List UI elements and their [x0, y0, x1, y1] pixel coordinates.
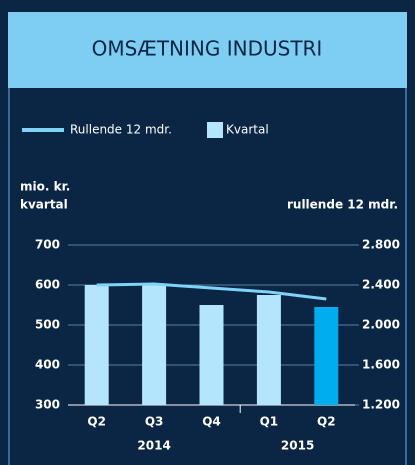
- header: [8, 12, 407, 88]
- y2-axis-label: rullende 12 mdr.: [287, 198, 398, 212]
- x-tick-label: Q4: [202, 415, 221, 429]
- legend-label: Kvartal: [226, 123, 269, 137]
- bar: [142, 285, 167, 405]
- y2-tick-label: 2.400: [362, 278, 400, 292]
- y2-tick-label: 1.600: [362, 358, 400, 372]
- year-label: 2014: [137, 439, 170, 453]
- y-tick-label: 600: [35, 278, 60, 292]
- bar: [199, 305, 224, 405]
- x-tick-label: Q2: [317, 415, 336, 429]
- legend-label: Rullende 12 mdr.: [70, 123, 172, 137]
- y-axis-label: mio. kr.: [20, 180, 70, 194]
- y-tick-label: 400: [35, 358, 60, 372]
- y2-tick-label: 1.200: [362, 398, 400, 412]
- x-tick-label: Q3: [145, 415, 164, 429]
- y-tick-label: 700: [35, 238, 60, 252]
- x-tick-label: Q2: [87, 415, 106, 429]
- y2-tick-label: 2.000: [362, 318, 400, 332]
- bar: [84, 285, 109, 405]
- y-axis-label: kvartal: [20, 198, 68, 212]
- y2-tick-label: 2.800: [362, 238, 400, 252]
- bar: [256, 295, 281, 405]
- year-label: 2015: [281, 439, 314, 453]
- y-tick-label: 500: [35, 318, 60, 332]
- chart-title: OMSÆTNING INDUSTRI: [92, 37, 323, 61]
- x-tick-label: Q1: [260, 415, 279, 429]
- y-tick-label: 300: [35, 398, 60, 412]
- legend-swatch: [207, 122, 223, 138]
- bar: [314, 307, 339, 405]
- line: [96, 282, 327, 301]
